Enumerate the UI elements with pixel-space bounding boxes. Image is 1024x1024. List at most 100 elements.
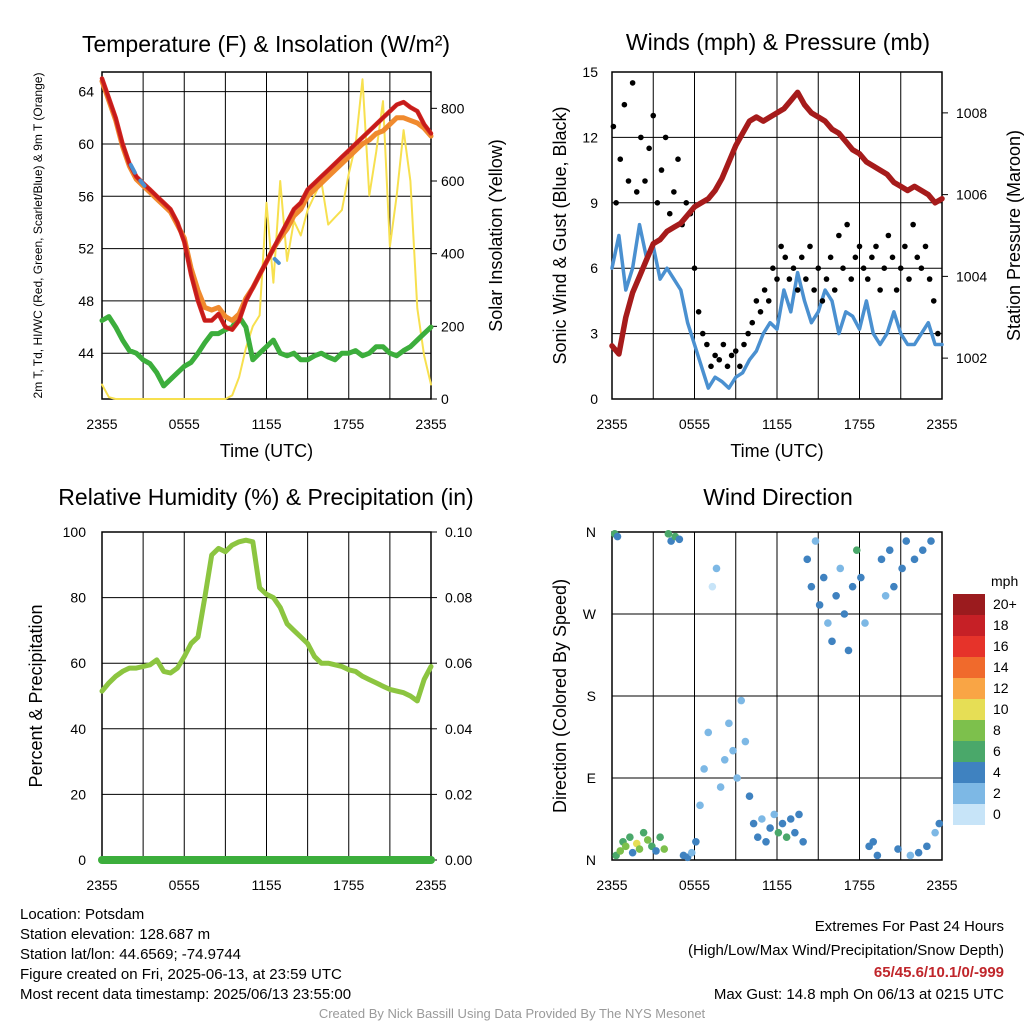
gust-point bbox=[881, 265, 888, 272]
direction-point bbox=[749, 819, 758, 828]
footer-created: Figure created on Fri, 2025-06-13, at 23… bbox=[20, 966, 342, 983]
direction-point bbox=[902, 537, 911, 545]
direction-point bbox=[910, 555, 919, 564]
footer-elevation: Station elevation: 128.687 m bbox=[20, 926, 211, 943]
direction-point bbox=[660, 845, 669, 853]
y-tick-label: 64 bbox=[78, 84, 94, 100]
gust-point bbox=[774, 276, 780, 282]
gust-point bbox=[724, 363, 731, 370]
gust-point bbox=[852, 254, 859, 261]
gust-point bbox=[860, 265, 867, 272]
gust-point bbox=[815, 265, 822, 272]
direction-point bbox=[635, 845, 644, 853]
y-tick-label: 80 bbox=[70, 590, 86, 606]
panel-temperature: 2355 0555 1155 1755 2355 44 48 52 56 60 64 0 200 400 6… bbox=[31, 31, 506, 461]
direction-point bbox=[639, 828, 648, 837]
extremes-subtitle: (High/Low/Max Wind/Precipitation/Snow De… bbox=[688, 942, 1004, 959]
legend-label: 0 bbox=[993, 806, 1001, 822]
direction-point bbox=[861, 619, 869, 627]
direction-point bbox=[885, 546, 894, 555]
footer-recent: Most recent data timestamp: 2025/06/13 2… bbox=[20, 986, 352, 1003]
legend-label: 20+ bbox=[993, 596, 1017, 612]
footer-latlon: Station lat/lon: 44.6569; -74.9744 bbox=[20, 946, 242, 963]
legend-swatch bbox=[953, 699, 985, 720]
gust-point bbox=[877, 287, 883, 293]
gust-point bbox=[765, 298, 772, 304]
y2-axis-label: Solar Insolation (Yellow) bbox=[486, 139, 506, 331]
series-relative-humidity bbox=[99, 537, 434, 704]
x-tick-label: 2355 bbox=[415, 877, 446, 893]
gust-point bbox=[753, 298, 760, 304]
gust-point bbox=[910, 221, 916, 228]
direction-point bbox=[815, 601, 824, 609]
gust-point bbox=[737, 363, 743, 370]
gust-point bbox=[610, 123, 617, 130]
y2-tick-label: 0.04 bbox=[445, 721, 472, 737]
direction-point bbox=[824, 619, 832, 627]
gust-point bbox=[716, 356, 723, 363]
legend-swatch bbox=[953, 783, 985, 804]
gust-point bbox=[642, 178, 648, 184]
direction-point bbox=[616, 847, 625, 855]
gust-point bbox=[757, 309, 764, 315]
y2-tick-label: 600 bbox=[441, 173, 465, 189]
direction-point bbox=[778, 819, 787, 828]
gust-point bbox=[902, 243, 908, 250]
speed-legend: mph 20+ 18 16 14 12 10 8 6 4 2 0 bbox=[953, 573, 1018, 825]
gust-point bbox=[633, 189, 640, 195]
series-station-pressure bbox=[609, 89, 945, 357]
direction-point bbox=[786, 815, 795, 823]
legend-swatch bbox=[953, 594, 985, 615]
gust-point bbox=[621, 101, 628, 108]
gust-point bbox=[654, 200, 661, 206]
gust-point bbox=[885, 232, 892, 239]
y2-tick-label: 0 bbox=[441, 391, 449, 407]
y-tick-label: 3 bbox=[590, 326, 598, 342]
gust-point bbox=[741, 341, 747, 348]
direction-point bbox=[819, 573, 828, 582]
gust-point bbox=[695, 309, 702, 315]
direction-point bbox=[848, 582, 857, 591]
direction-point bbox=[807, 582, 816, 591]
series-sonic-wind bbox=[610, 222, 944, 390]
extremes-title: Extremes For Past 24 Hours bbox=[814, 918, 1004, 935]
legend-swatch bbox=[953, 678, 985, 699]
direction-point bbox=[762, 837, 770, 846]
panel-title: Relative Humidity (%) & Precipitation (i… bbox=[58, 484, 473, 510]
gust-point bbox=[638, 134, 644, 141]
y-tick-label: 0 bbox=[78, 852, 86, 868]
series-hi-wc bbox=[100, 77, 433, 332]
y-tick-label: 52 bbox=[78, 241, 94, 257]
direction-point bbox=[857, 573, 865, 582]
direction-point bbox=[795, 810, 803, 819]
gust-point bbox=[786, 276, 793, 282]
y-axis-label: Percent & Precipitation bbox=[26, 604, 46, 787]
gust-point bbox=[918, 265, 925, 272]
series-wc-segment bbox=[138, 178, 147, 188]
direction-point bbox=[782, 833, 791, 842]
gust-point bbox=[617, 156, 624, 162]
direction-point bbox=[700, 765, 708, 773]
gust-point bbox=[629, 80, 636, 86]
gust-point bbox=[803, 276, 809, 282]
gust-point bbox=[650, 112, 657, 119]
direction-point bbox=[725, 719, 733, 728]
gust-point bbox=[720, 341, 727, 348]
direction-point bbox=[628, 848, 637, 857]
x-tick-label: 0555 bbox=[169, 877, 200, 893]
y-tick-label: N bbox=[586, 524, 596, 540]
direction-point bbox=[753, 833, 762, 842]
gust-point bbox=[869, 254, 875, 261]
gust-point bbox=[922, 243, 929, 250]
gust-point bbox=[930, 298, 937, 304]
y2-tick-label: 1002 bbox=[956, 350, 987, 366]
y2-tick-label: 200 bbox=[441, 318, 465, 334]
legend-label: 18 bbox=[993, 617, 1009, 633]
direction-point bbox=[832, 591, 840, 600]
gust-point bbox=[662, 134, 669, 141]
panel-humidity: 2355 0555 1155 1755 23550204060801000.000.02… bbox=[26, 484, 474, 893]
gust-point bbox=[658, 167, 665, 173]
gust-point bbox=[708, 363, 714, 370]
series-wc-segment bbox=[128, 162, 137, 175]
direction-point bbox=[687, 848, 696, 857]
